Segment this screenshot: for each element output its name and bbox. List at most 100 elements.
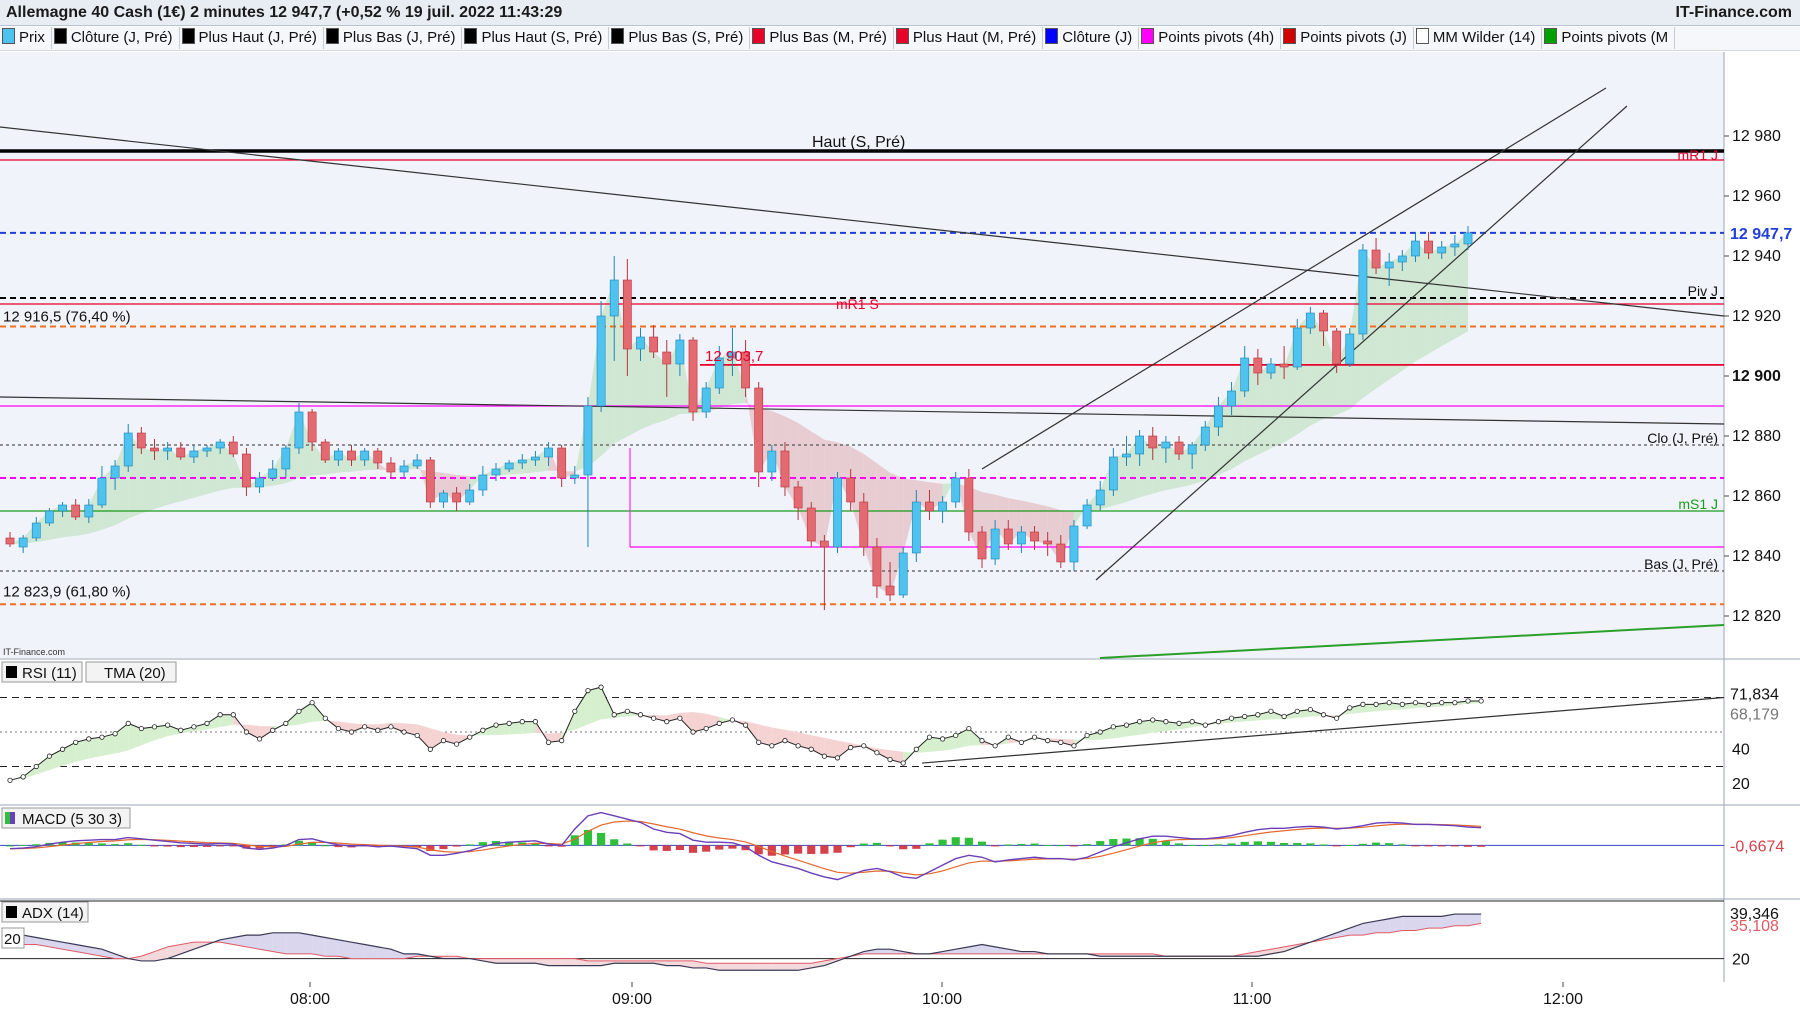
macd-histogram-bar xyxy=(5,845,15,847)
rsi-point xyxy=(427,746,433,752)
legend-item[interactable]: Plus Haut (M, Pré) xyxy=(894,27,1044,49)
legend-label: Prix xyxy=(19,29,45,46)
legend-item[interactable]: Points pivots (4h) xyxy=(1139,27,1282,49)
rsi-point xyxy=(1071,743,1077,749)
legend-item[interactable]: Plus Bas (J, Pré) xyxy=(324,27,463,49)
rsi-point xyxy=(59,746,66,752)
adx-fill xyxy=(259,932,273,952)
legend-item[interactable]: Clôture (J) xyxy=(1043,27,1140,49)
rsi-fill xyxy=(758,724,772,746)
macd-histogram-bar xyxy=(977,841,987,846)
candle-body xyxy=(1161,441,1171,449)
legend-swatch xyxy=(1544,28,1558,44)
legend-item[interactable]: Plus Haut (J, Pré) xyxy=(180,27,324,49)
legend-item[interactable]: Points pivots (J) xyxy=(1281,27,1414,49)
rsi-fill xyxy=(167,725,181,737)
rsi-point xyxy=(1307,706,1313,713)
candle-body xyxy=(465,489,475,503)
rsi-fill xyxy=(377,723,391,731)
macd-histogram-bar xyxy=(163,845,172,847)
candle-body xyxy=(386,462,396,473)
annotation-bas-j-pre: Bas (J, Pré) xyxy=(1644,556,1718,572)
legend-item[interactable]: Plus Bas (S, Pré) xyxy=(609,27,751,49)
macd-histogram-bar xyxy=(1358,843,1367,846)
candle-body xyxy=(150,447,159,452)
x-tick-label: 12:00 xyxy=(1543,991,1583,1008)
macd-histogram-bar xyxy=(413,845,422,848)
rsi-point xyxy=(375,727,381,733)
candle-body xyxy=(1319,312,1328,332)
rsi-point xyxy=(953,732,959,739)
macd-histogram-bar xyxy=(1043,845,1052,847)
candle-body xyxy=(649,336,658,353)
wilder-ma-fill xyxy=(1310,313,1324,426)
rsi-point xyxy=(848,744,854,751)
macd-histogram-bar xyxy=(623,843,632,846)
adx-fill xyxy=(351,942,365,959)
candle-body xyxy=(609,279,619,317)
legend-swatch xyxy=(53,28,67,44)
adx-di-line xyxy=(10,922,1482,964)
macd-histogram-bar xyxy=(1188,844,1197,846)
candle-body xyxy=(1411,240,1420,257)
legend-item[interactable]: Clôture (J, Pré) xyxy=(52,27,180,49)
trend-line xyxy=(1095,105,1628,581)
rsi-point xyxy=(46,753,53,759)
rsi-fill xyxy=(49,749,63,770)
rsi-fill xyxy=(1060,738,1074,746)
legend-item[interactable]: Points pivots (M xyxy=(1542,27,1676,49)
adx-fill xyxy=(1428,916,1442,929)
rsi-point xyxy=(1268,708,1274,714)
rsi-fill xyxy=(706,713,720,729)
adx-fill xyxy=(561,958,575,966)
legend-label: Clôture (J, Pré) xyxy=(70,29,173,46)
candle-body xyxy=(911,501,921,554)
legend-item[interactable]: Plus Haut (S, Pré) xyxy=(462,27,610,49)
rsi-fill xyxy=(771,727,785,746)
legend-item[interactable]: Prix xyxy=(0,27,52,49)
wilder-ma-fill xyxy=(1441,244,1455,347)
macd-histogram-bar xyxy=(991,845,1000,847)
rsi-fill xyxy=(1297,709,1311,719)
rsi-point xyxy=(861,743,867,749)
candle-body xyxy=(58,504,67,512)
macd-histogram-bar xyxy=(268,845,277,847)
macd-histogram-bar xyxy=(1161,841,1170,846)
candle-body xyxy=(439,492,448,503)
rsi-fill xyxy=(496,723,510,736)
candle-body xyxy=(820,540,829,548)
chart-canvas[interactable]: 12 820 12 840 12 860 12 880 12 900 12 920 12 9… xyxy=(0,52,1800,1012)
macd-histogram-bar xyxy=(1135,838,1144,846)
legend-item[interactable]: Plus Bas (M, Pré) xyxy=(750,27,894,49)
candle-body xyxy=(1095,489,1105,506)
rsi-point xyxy=(769,743,775,749)
macd-histogram-bar xyxy=(754,845,763,855)
title-bar: Allemagne 40 Cash (1€) 2 minutes 12 947,… xyxy=(0,0,1800,26)
rsi-point xyxy=(1334,715,1340,721)
rsi-fill xyxy=(1179,721,1193,730)
macd-histogram-bar xyxy=(124,843,133,846)
adx-fill xyxy=(285,932,299,954)
macd-histogram-bar xyxy=(583,829,593,846)
wilder-ma-fill xyxy=(207,442,221,495)
rsi-fill xyxy=(207,714,221,730)
adx-fill xyxy=(1415,916,1429,931)
rsi-point xyxy=(283,720,289,726)
macd-histogram-bar xyxy=(505,841,514,846)
rsi-point xyxy=(1255,712,1261,718)
macd-histogram-bar xyxy=(452,845,461,847)
candle-body xyxy=(202,447,212,452)
macd-histogram-bar xyxy=(1385,843,1394,846)
rsi-point xyxy=(1452,700,1458,706)
macd-histogram-bar xyxy=(1293,842,1302,846)
adx-fill xyxy=(745,963,759,971)
macd-signal-line xyxy=(9,820,1482,876)
macd-histogram-bar xyxy=(1240,841,1249,846)
y-tick-label: 12 920 xyxy=(1732,308,1781,325)
macd-histogram-bar xyxy=(1319,844,1328,846)
rsi-fill xyxy=(351,723,365,732)
legend-item[interactable]: MM Wilder (14) xyxy=(1414,27,1543,49)
macd-histogram-bar xyxy=(229,845,238,847)
rsi-fill xyxy=(1468,700,1482,704)
candle-body xyxy=(294,411,304,449)
